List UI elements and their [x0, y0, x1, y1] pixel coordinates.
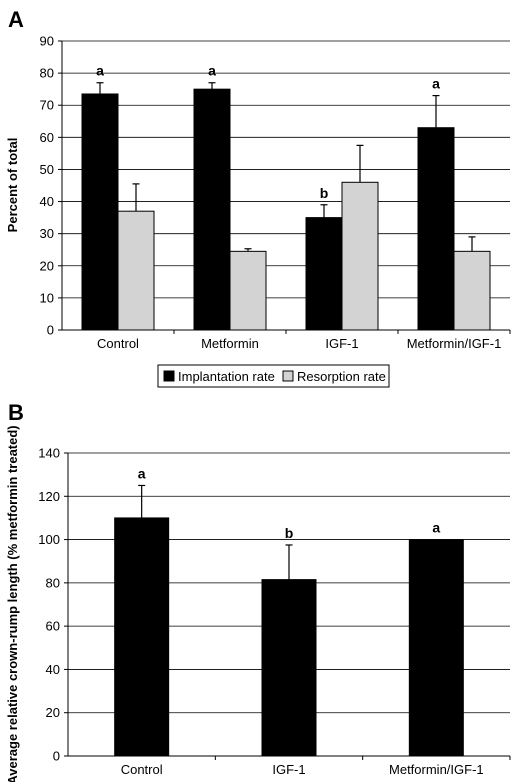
- panel-a-y-axis-title: Percent of total: [5, 138, 20, 233]
- y-tick-label: 0: [53, 749, 60, 764]
- panel-a-legend: Implantation rate Resorption rate: [157, 364, 390, 388]
- x-tick-label: Metformin: [201, 336, 259, 351]
- significance-label: b: [285, 525, 294, 541]
- significance-label: a: [96, 63, 104, 79]
- significance-label: a: [432, 76, 440, 92]
- bar-resorption-rate: [229, 250, 267, 331]
- bar-resorption-rate: [453, 250, 491, 331]
- bar-implantation-rate: [81, 93, 119, 331]
- x-tick-label: Control: [121, 762, 163, 777]
- bar-resorption-rate: [341, 181, 379, 331]
- y-tick-label: 70: [40, 98, 54, 113]
- y-tick-label: 120: [38, 489, 60, 504]
- y-tick-label: 60: [40, 130, 54, 145]
- y-tick-label: 40: [40, 194, 54, 209]
- x-tick-label: Metformin/IGF-1: [389, 762, 484, 777]
- y-tick-label: 30: [40, 226, 54, 241]
- panel-a-bars: a a b a: [81, 63, 491, 331]
- x-tick-label: IGF-1: [272, 762, 305, 777]
- x-tick-label: Control: [97, 336, 139, 351]
- legend-label-implantation: Implantation rate: [178, 369, 275, 384]
- y-tick-label: 50: [40, 162, 54, 177]
- y-tick-label: 60: [46, 619, 60, 634]
- y-tick-label: 20: [46, 705, 60, 720]
- bar-implantation-rate: [193, 88, 231, 331]
- y-tick-label: 90: [40, 34, 54, 49]
- bar-implantation-rate: [305, 217, 343, 331]
- bar-value: [261, 579, 317, 757]
- significance-label: a: [138, 465, 146, 481]
- panel-b: B a b a 0 20 40 60 80 100 120 140 Control IGF-1 Metf…: [5, 400, 511, 782]
- panel-b-axes: 0 20 40 60 80 100 120 140 Control IGF-1 Metformin/…: [38, 446, 511, 777]
- significance-label: a: [432, 520, 440, 536]
- bar-value: [408, 539, 464, 757]
- legend-swatch-implantation: [163, 370, 175, 382]
- y-tick-label: 80: [40, 66, 54, 81]
- y-tick-label: 20: [40, 258, 54, 273]
- y-tick-label: 100: [38, 532, 60, 547]
- panel-b-letter: B: [8, 400, 24, 425]
- x-tick-label: Metformin/IGF-1: [407, 336, 502, 351]
- legend-box: [157, 364, 390, 388]
- significance-label: a: [208, 63, 216, 79]
- y-tick-label: 0: [47, 323, 54, 338]
- legend-swatch-resorption: [282, 370, 294, 382]
- significance-label: b: [320, 185, 329, 201]
- bar-resorption-rate: [117, 210, 155, 331]
- panel-a-axes: 0 10 20 30 40 50 60 70 80 90 Control Metformin IGF-1…: [40, 34, 511, 351]
- panel-a-letter: A: [8, 7, 24, 32]
- panel-b-y-axis-title: Average relative crown-rump length (% me…: [5, 425, 20, 782]
- bar-implantation-rate: [417, 127, 455, 331]
- x-tick-label: IGF-1: [325, 336, 358, 351]
- y-tick-label: 40: [46, 662, 60, 677]
- y-tick-label: 80: [46, 575, 60, 590]
- bar-value: [114, 517, 170, 757]
- legend-label-resorption: Resorption rate: [297, 369, 386, 384]
- panel-b-bars: a b a: [114, 465, 464, 757]
- y-tick-label: 140: [38, 446, 60, 461]
- y-tick-label: 10: [40, 290, 54, 305]
- panel-a: A a a b a 0 10 20 30 40 50 60 70 80 90 Control Metform…: [5, 7, 511, 388]
